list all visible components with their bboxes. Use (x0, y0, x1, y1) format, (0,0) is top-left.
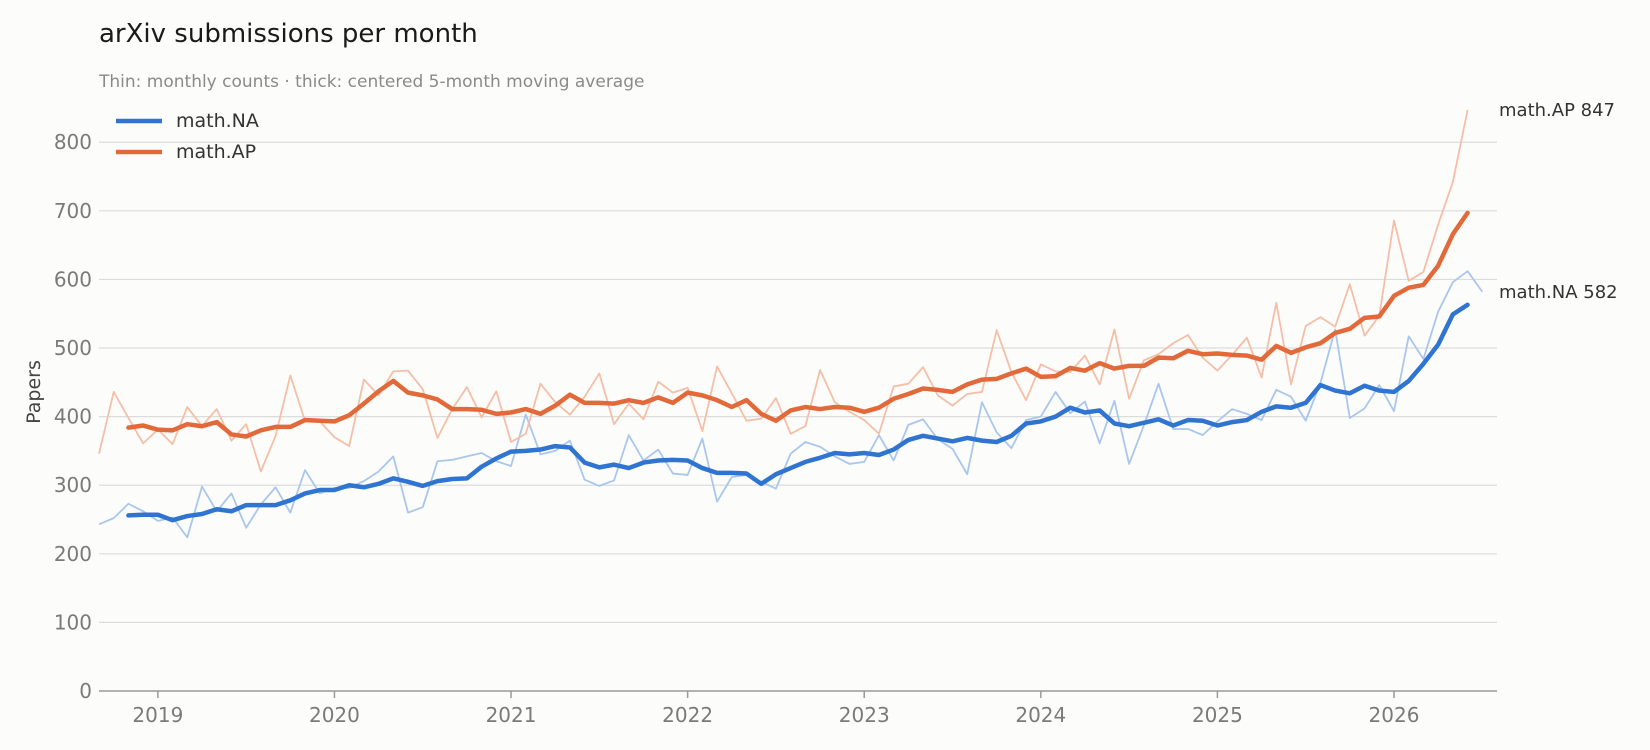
y-tick-label: 0 (79, 679, 92, 703)
x-axis-ticks: 2019 2020 2021 2022 2023 2024 2025 2026 (132, 691, 1419, 727)
y-tick-label: 500 (54, 336, 92, 360)
y-tick-label: 200 (54, 542, 92, 566)
end-label-math-ap: math.AP 847 (1499, 100, 1615, 121)
legend-label-math-ap: math.AP (176, 141, 256, 163)
y-tick-label: 600 (54, 267, 92, 291)
gridlines (99, 141, 1497, 624)
x-tick-label: 2022 (662, 703, 713, 727)
y-tick-label: 300 (54, 473, 92, 497)
x-tick-label: 2021 (486, 703, 537, 727)
y-axis-ticks: 0 100 200 300 400 500 600 700 800 (54, 130, 92, 703)
x-tick-label: 2026 (1369, 703, 1420, 727)
series-line-average-math-ap (126, 210, 1470, 439)
x-tick-label: 2019 (132, 703, 183, 727)
y-tick-label: 400 (54, 405, 92, 429)
series-layer (98, 109, 1484, 539)
y-tick-label: 700 (54, 199, 92, 223)
chart-title: arXiv submissions per month (99, 19, 478, 49)
x-tick-label: 2025 (1192, 703, 1243, 727)
y-axis-label: Papers (23, 360, 45, 424)
legend: math.NA math.AP (116, 110, 259, 163)
series-line-average-math-na (126, 302, 1470, 523)
legend-label-math-na: math.NA (176, 110, 259, 132)
x-tick-label: 2023 (839, 703, 890, 727)
y-tick-label: 100 (54, 610, 92, 634)
y-tick-label: 800 (54, 130, 92, 154)
end-label-math-na: math.NA 582 (1499, 282, 1618, 303)
x-tick-label: 2020 (309, 703, 360, 727)
chart-subtitle: Thin: monthly counts · thick: centered 5… (98, 72, 644, 92)
x-tick-label: 2024 (1015, 703, 1066, 727)
